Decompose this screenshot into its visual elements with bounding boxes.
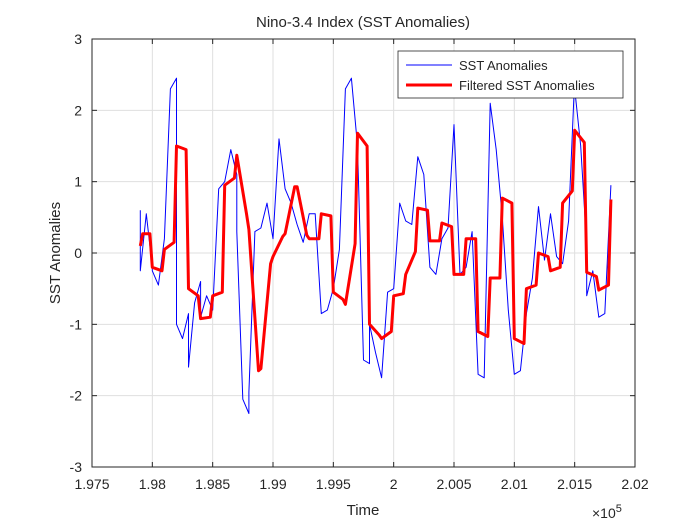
- legend: SST Anomalies Filtered SST Anomalies: [397, 50, 624, 99]
- x-tick-label: 2.02: [621, 476, 648, 492]
- series-layer: [138, 77, 613, 414]
- ticks: 1.975 1.98 1.985 1.99 1.995 2 2.005 2.01 2.015 2.…: [70, 31, 649, 492]
- y-tick-label: 1: [74, 174, 82, 190]
- y-tick-label: -3: [70, 459, 83, 475]
- x-tick-label: 2.015: [557, 476, 592, 492]
- y-tick-label: -2: [70, 388, 83, 404]
- y-tick-label: -1: [70, 316, 83, 332]
- y-tick-label: 3: [74, 31, 82, 47]
- grid: [92, 39, 635, 467]
- x-tick-label: 1.99: [259, 476, 286, 492]
- x-axis-label: Time: [347, 502, 380, 519]
- chart-title: Nino-3.4 Index (SST Anomalies): [256, 14, 470, 31]
- x-exponent-base: ×10: [592, 505, 616, 521]
- x-tick-label: 1.98: [139, 476, 166, 492]
- series-line-filtered-sst-anomalies: [138, 128, 613, 373]
- x-exponent-power: 5: [616, 503, 622, 515]
- x-tick-label: 1.975: [74, 476, 109, 492]
- x-exponent: ×105: [592, 503, 622, 521]
- x-tick-label: 2: [390, 476, 398, 492]
- legend-box: [397, 50, 624, 99]
- legend-label-filtered: Filtered SST Anomalies: [459, 78, 595, 93]
- legend-label-sst: SST Anomalies: [459, 58, 548, 73]
- y-axis-label: SST Anomalies: [47, 202, 64, 304]
- x-tick-label: 1.985: [195, 476, 230, 492]
- x-tick-label: 1.995: [316, 476, 351, 492]
- x-tick-label: 2.01: [501, 476, 528, 492]
- y-tick-label: 0: [74, 245, 82, 261]
- y-tick-label: 2: [74, 102, 82, 118]
- x-tick-label: 2.005: [436, 476, 471, 492]
